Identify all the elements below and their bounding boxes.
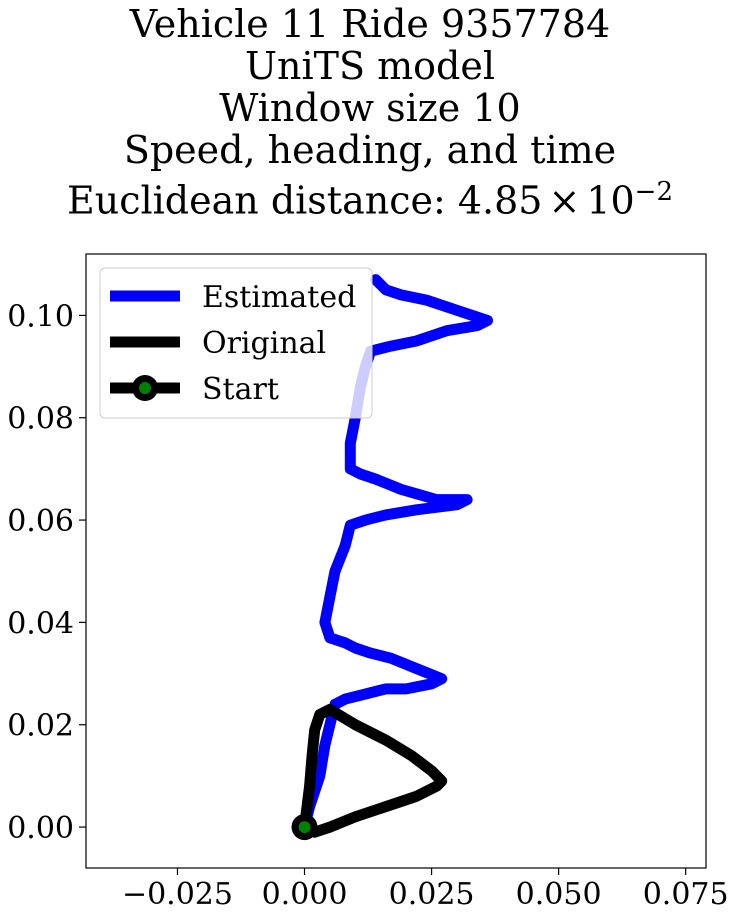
- x-tick-label: 0.075: [643, 877, 729, 912]
- x-tick-label: 0.025: [389, 877, 475, 912]
- title-distance-times: ×: [548, 178, 581, 223]
- title-line-5: Euclidean distance: 4.85 × 10−2: [0, 172, 740, 221]
- legend: Estimated Original Start: [99, 267, 373, 419]
- y-tick-label: 0.06: [7, 504, 74, 539]
- start-marker-inner: [298, 821, 311, 834]
- y-tick-label: 0.08: [7, 402, 74, 437]
- y-tick-label: 0.10: [7, 299, 74, 334]
- title-distance-mantissa: 4.85: [457, 178, 543, 223]
- y-tick-label: 0.02: [7, 709, 74, 744]
- series-line-estimated: [299, 274, 493, 833]
- legend-label-estimated: Estimated: [202, 280, 356, 315]
- title-line-4: Speed, heading, and time: [123, 128, 617, 172]
- y-tick-label: 0.00: [7, 811, 74, 846]
- title-distance-base: 10: [586, 178, 635, 223]
- series-line-original: [299, 703, 448, 838]
- x-tick-label: −0.025: [122, 877, 233, 912]
- x-tick-label: 0.050: [516, 877, 602, 912]
- title-distance-exponent: −2: [634, 177, 673, 207]
- x-tick-label: 0.000: [262, 877, 348, 912]
- ticks-layer: 0.00 0.02 0.04 0.06 0.08 0.10 −0.025 0.000 0.025…: [7, 299, 728, 912]
- title-distance-prefix: Euclidean distance:: [67, 178, 458, 223]
- legend-label-original: Original: [202, 326, 326, 361]
- title-line-1: Vehicle 11 Ride 9357784: [129, 2, 611, 46]
- title-line-3: Window size 10: [219, 86, 521, 130]
- legend-frame: [99, 267, 373, 419]
- title-line-2: UniTS model: [245, 44, 495, 88]
- legend-start-marker-inner: [139, 382, 151, 394]
- series-layer: [291, 274, 493, 841]
- legend-label-start: Start: [202, 372, 279, 407]
- y-tick-label: 0.04: [7, 606, 74, 641]
